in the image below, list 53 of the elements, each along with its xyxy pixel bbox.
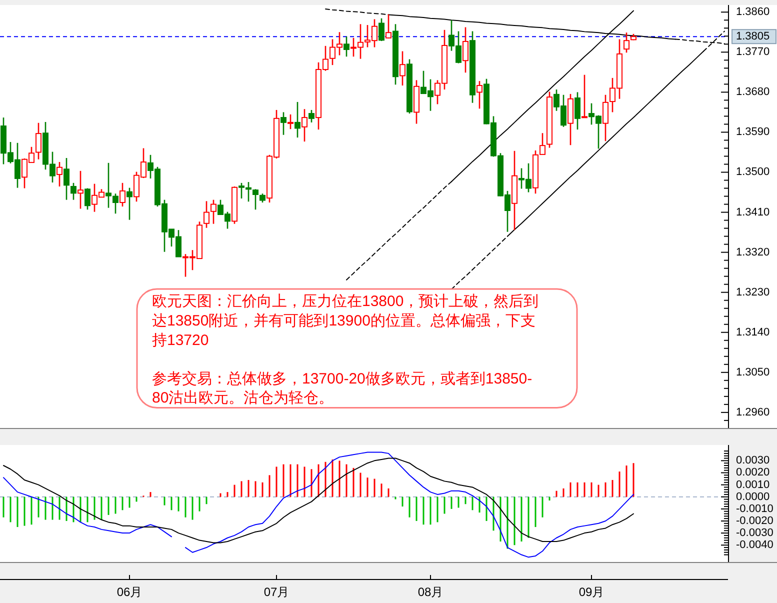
y-tick-label: 1.3230 bbox=[736, 286, 770, 298]
candlestick bbox=[280, 112, 286, 136]
y-tick-label: 0.0030 bbox=[736, 454, 770, 467]
candlestick bbox=[602, 94, 608, 142]
y-tick-label: 1.3320 bbox=[736, 246, 770, 258]
candlestick bbox=[252, 188, 258, 210]
y-tick-label: 0.0010 bbox=[736, 478, 770, 491]
candlestick bbox=[582, 74, 588, 118]
candlestick bbox=[204, 200, 210, 228]
candlestick bbox=[462, 26, 468, 74]
y-tick-label: -0.0040 bbox=[736, 539, 774, 552]
y-tick-label: -0.0010 bbox=[736, 502, 774, 515]
y-tick-label: 0.0020 bbox=[736, 466, 770, 479]
y-tick-label: 0.0000 bbox=[736, 490, 770, 503]
candlestick bbox=[210, 199, 216, 224]
candlestick bbox=[288, 114, 294, 130]
y-tick-label: 1.3680 bbox=[736, 86, 770, 98]
candlestick bbox=[378, 18, 384, 42]
x-tick-label: 06月 bbox=[116, 585, 142, 599]
candlestick bbox=[302, 108, 308, 142]
x-tick-label: 08月 bbox=[418, 585, 444, 599]
candlestick bbox=[574, 92, 580, 130]
y-tick-label: 1.2960 bbox=[736, 406, 770, 418]
y-tick-label: 1.3590 bbox=[736, 126, 770, 138]
y-tick-label: 1.3500 bbox=[736, 166, 770, 178]
candlestick bbox=[126, 187, 132, 220]
candlestick bbox=[624, 32, 630, 54]
y-tick-label: 1.3410 bbox=[736, 206, 770, 218]
candlestick bbox=[84, 188, 90, 210]
candlestick bbox=[56, 161, 62, 188]
candlestick bbox=[476, 80, 482, 110]
candlestick bbox=[120, 182, 126, 208]
y-tick-label: -0.0020 bbox=[736, 514, 774, 527]
candlestick bbox=[308, 109, 314, 124]
y-tick-label: -0.0030 bbox=[736, 527, 774, 540]
ref-line-label: 1.3805 bbox=[736, 30, 770, 43]
annotation: 参考交易：总体做多，13700-20做多欧元，或者到13850-80沽出欧元。沽仓为轻仓。 bbox=[152, 370, 532, 407]
y-tick-label: 1.3140 bbox=[736, 326, 770, 338]
candlestick bbox=[294, 101, 300, 138]
candlestick bbox=[400, 50, 406, 86]
candlestick bbox=[386, 14, 392, 40]
annotation: 欧元天图：汇价向上，压力位在13800，预计上破，然后到达13850附近，并有可能到13900的位置。总体偏强，下支持13720 bbox=[152, 293, 539, 349]
line-series bbox=[3, 458, 634, 544]
candlestick bbox=[344, 36, 350, 58]
y-tick-label: 1.3770 bbox=[736, 46, 770, 58]
candlestick bbox=[36, 122, 42, 160]
candlestick bbox=[78, 170, 84, 210]
x-tick-label: 07月 bbox=[264, 585, 290, 599]
y-tick-label: 1.3860 bbox=[736, 6, 770, 18]
y-tick-label: 1.3050 bbox=[736, 366, 770, 378]
x-tick-label: 09月 bbox=[578, 585, 604, 599]
candlestick bbox=[64, 157, 70, 200]
candlestick bbox=[70, 182, 76, 200]
